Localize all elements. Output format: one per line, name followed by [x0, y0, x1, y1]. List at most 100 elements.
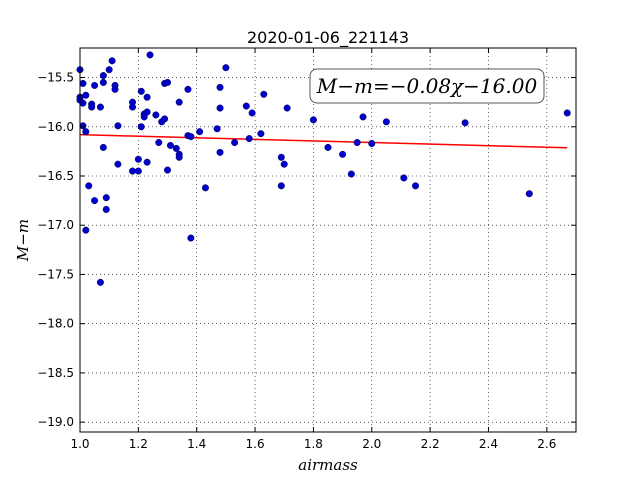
plot-frame — [79, 47, 577, 433]
grid — [79, 48, 576, 432]
fit-line-layer — [79, 133, 568, 149]
data-point — [400, 174, 408, 182]
data-point — [91, 81, 99, 89]
chart-title: 2020-01-06_221143 — [247, 28, 409, 48]
data-point — [231, 139, 239, 147]
data-point — [114, 160, 122, 168]
data-point — [359, 113, 367, 121]
data-point — [82, 226, 90, 234]
data-point — [96, 103, 104, 111]
data-point — [257, 130, 265, 138]
fit-equation-box: M−m=−0.08χ−16.00 — [309, 68, 545, 104]
x-tick-label: 1.6 — [246, 437, 265, 451]
data-point — [102, 194, 110, 202]
data-point — [347, 170, 355, 178]
data-point — [222, 64, 230, 72]
y-tick-label: −16.5 — [37, 169, 74, 183]
data-point — [82, 91, 90, 99]
data-point — [412, 182, 420, 190]
data-point — [134, 155, 142, 163]
data-points — [76, 51, 571, 286]
y-tick-label: −15.5 — [37, 71, 74, 85]
x-tick-label: 1.0 — [70, 437, 89, 451]
x-tick-label: 2.4 — [479, 437, 498, 451]
data-point — [137, 123, 145, 131]
data-point — [187, 234, 195, 242]
data-point — [260, 90, 268, 98]
data-point — [114, 122, 122, 130]
x-tick-label: 2.0 — [362, 437, 381, 451]
data-point — [99, 72, 107, 80]
x-tick-label: 2.6 — [537, 437, 556, 451]
data-point — [143, 108, 151, 116]
data-point — [88, 103, 96, 111]
data-point — [79, 79, 87, 87]
data-point — [129, 103, 137, 111]
data-point — [96, 278, 104, 286]
data-point — [102, 205, 110, 213]
data-point — [242, 102, 250, 110]
data-point — [134, 167, 142, 175]
data-point — [161, 115, 169, 123]
y-tick-label: −19.0 — [37, 415, 74, 429]
data-point — [309, 116, 317, 124]
y-tick-label: −17.5 — [37, 267, 74, 281]
data-point — [368, 140, 376, 148]
fit-equation: M−m=−0.08χ−16.00 — [316, 74, 538, 98]
data-point — [79, 122, 87, 130]
data-point — [91, 197, 99, 205]
x-tick-label: 1.8 — [304, 437, 323, 451]
x-tick-label: 1.2 — [129, 437, 148, 451]
data-point — [85, 182, 93, 190]
x-tick-label: 2.2 — [421, 437, 440, 451]
data-point — [146, 51, 154, 59]
data-point — [152, 111, 160, 119]
data-point — [213, 125, 221, 133]
data-point — [382, 118, 390, 126]
data-point — [525, 190, 533, 198]
y-tick-label: −17.0 — [37, 218, 74, 232]
data-point — [166, 141, 174, 149]
data-point — [129, 167, 137, 175]
data-point — [137, 87, 145, 95]
data-point — [216, 83, 224, 91]
data-point — [353, 139, 361, 147]
y-tick-label: −18.5 — [37, 366, 74, 380]
data-point — [248, 109, 256, 117]
data-point — [108, 57, 116, 65]
data-point — [280, 160, 288, 168]
data-point — [175, 153, 183, 161]
data-point — [175, 98, 183, 106]
data-point — [216, 148, 224, 156]
data-point — [324, 143, 332, 151]
fit-line — [79, 133, 568, 149]
data-point — [99, 143, 107, 151]
data-point — [283, 104, 291, 112]
data-point — [563, 109, 571, 117]
data-point — [196, 128, 204, 136]
data-point — [216, 104, 224, 112]
x-axis-label: airmass — [298, 456, 358, 474]
y-tick-label: −16.0 — [37, 120, 74, 134]
data-point — [79, 99, 87, 107]
data-point — [143, 158, 151, 166]
data-point — [164, 166, 172, 174]
data-point — [277, 182, 285, 190]
data-point — [245, 135, 253, 143]
data-point — [277, 153, 285, 161]
data-point — [155, 139, 163, 147]
data-point — [201, 184, 209, 192]
data-point — [105, 66, 113, 74]
data-point — [172, 144, 180, 152]
data-point — [164, 78, 172, 86]
y-tick-label: −18.0 — [37, 317, 74, 331]
data-point — [111, 85, 119, 93]
data-point — [461, 119, 469, 127]
data-point — [187, 133, 195, 141]
data-point — [339, 150, 347, 158]
axis-ticks: 1.0 1.2 1.4 1.6 1.8 2.0 2.2 2.4 2.6 −15.5 −16.0 −16… — [37, 48, 576, 451]
data-point — [99, 78, 107, 86]
data-point — [143, 93, 151, 101]
y-axis-label: M−m — [14, 219, 32, 262]
